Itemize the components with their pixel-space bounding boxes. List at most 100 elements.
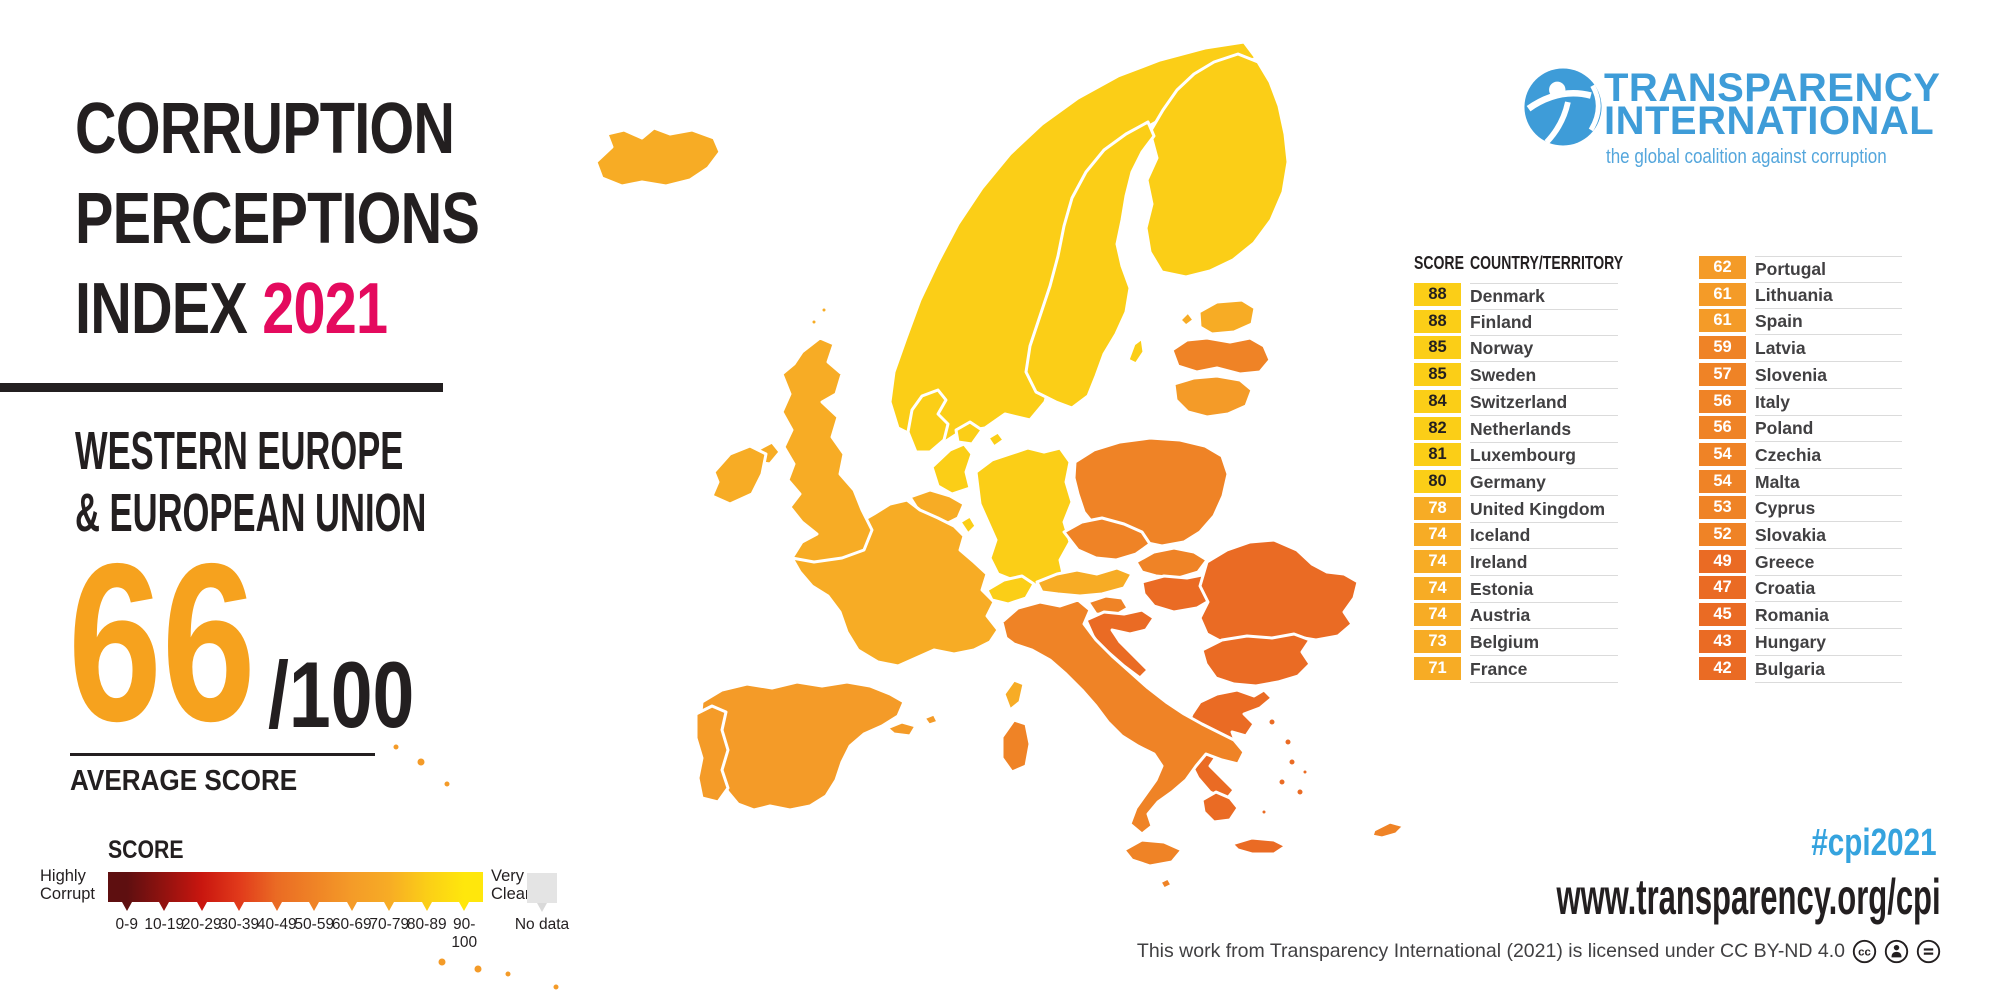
score-legend: SCORE Highly Corrupt Very Clean 0-9 10-19… (40, 836, 620, 960)
score-badge: 62 (1699, 256, 1746, 279)
legend-title: SCORE (108, 836, 184, 864)
table-row: 47 Croatia (1699, 576, 1959, 603)
table-header: SCORE COUNTRY/TERRITORY (1414, 253, 1623, 274)
table-row: 56 Poland (1699, 416, 1959, 443)
score-badge: 88 (1414, 283, 1461, 306)
score-badge: 53 (1699, 496, 1746, 520)
score-badge: 81 (1414, 443, 1461, 467)
title-line-3: INDEX 2021 (75, 264, 479, 354)
table-row: 59 Latvia (1699, 336, 1959, 363)
average-score-denominator: /100 (268, 642, 415, 747)
legend-tick (159, 902, 170, 911)
table-row: 61 Lithuania (1699, 282, 1959, 310)
score-badge: 59 (1699, 336, 1746, 360)
table-row: 74 Austria (1414, 603, 1674, 630)
country-label: Denmark (1470, 283, 1618, 310)
score-badge: 88 (1414, 309, 1461, 333)
legend-tick (459, 902, 470, 911)
country-label: Switzerland (1470, 390, 1618, 416)
cc-no-derivatives-icon (1916, 939, 1941, 964)
map-country-greece (1200, 790, 1240, 824)
map-country-united-kingdom (780, 336, 874, 564)
country-label: Sweden (1470, 363, 1618, 390)
legend-gradient-bar (108, 872, 483, 902)
website-url-link[interactable]: www.transparency.org/cpi (1556, 869, 1941, 925)
score-badge: 74 (1414, 550, 1461, 573)
legend-tick (421, 902, 432, 911)
map-country-czechia (1062, 516, 1152, 562)
table-row: 80 Germany (1414, 469, 1674, 497)
table-row: 85 Norway (1414, 336, 1674, 363)
legend-range-label: 70-79 (369, 916, 410, 933)
country-label: Iceland (1470, 523, 1618, 550)
map-country-ireland (710, 444, 768, 506)
map-country-germany (974, 446, 1074, 588)
average-score-rule (70, 753, 375, 756)
map-country-latvia (1170, 336, 1272, 376)
country-label: Poland (1755, 416, 1902, 443)
country-label: Spain (1755, 309, 1902, 336)
country-label: Belgium (1470, 630, 1618, 657)
map-country-luxembourg (958, 514, 978, 536)
legend-tick (196, 902, 207, 911)
score-badge: 74 (1414, 603, 1461, 627)
map-country-greece (1294, 786, 1306, 798)
region-line-2: & EUROPEAN UNION (75, 483, 427, 543)
map-country-malta (1158, 876, 1174, 891)
score-badge: 73 (1414, 630, 1461, 654)
table-row: 54 Czechia (1699, 442, 1959, 470)
table-row: 81 Luxembourg (1414, 443, 1674, 470)
globe-icon (1524, 68, 1602, 146)
country-label: Malta (1755, 470, 1902, 496)
map-country-portugal (441, 778, 453, 790)
table-row: 56 Italy (1699, 389, 1959, 417)
map-country-italy (1122, 838, 1184, 868)
table-row: 73 Belgium (1414, 630, 1674, 657)
map-country-iceland (594, 126, 722, 188)
map-country-estonia (1178, 310, 1196, 328)
legend-tick (346, 902, 357, 911)
map-country-denmark (954, 420, 984, 446)
table-row: 71 France (1414, 656, 1674, 684)
table-row: 82 Netherlands (1414, 416, 1674, 444)
map-country-lithuania (1172, 374, 1254, 419)
country-label: Hungary (1755, 630, 1902, 656)
region-line-1: WESTERN EUROPE (75, 421, 404, 481)
score-badge: 57 (1699, 362, 1746, 386)
legend-tick (234, 902, 245, 911)
country-label: Netherlands (1470, 417, 1618, 443)
map-country-greece (1282, 736, 1294, 748)
map-country-portugal (694, 704, 730, 804)
cc-attribution-icon (1884, 939, 1909, 964)
map-country-slovakia (1134, 546, 1209, 580)
map-country-greece (1259, 807, 1269, 817)
table-row: 42 Bulgaria (1699, 656, 1959, 684)
legend-range-label: 30-39 (219, 916, 260, 933)
map-country-france (1002, 678, 1026, 712)
map-country-romania (1198, 538, 1360, 644)
legend-tick (121, 902, 132, 911)
average-score-label: AVERAGE SCORE (70, 765, 298, 797)
table-row: 88 Denmark (1414, 283, 1674, 310)
map-country-sweden (1024, 120, 1156, 410)
score-badge: 71 (1414, 656, 1461, 680)
map-country-denmark (986, 430, 1006, 449)
country-label: Bulgaria (1755, 657, 1902, 683)
country-label: France (1470, 657, 1618, 683)
logo-tagline: the global coalition against corruption (1606, 146, 1887, 168)
logo-line-1: TRANSPARENCY (1604, 66, 1941, 110)
map-country-united-kingdom (819, 305, 829, 315)
table-row: 52 Slovakia (1699, 523, 1959, 550)
map-country-spain (502, 968, 514, 980)
country-label: Austria (1470, 603, 1618, 630)
hashtag-link[interactable]: #cpi2021 (1811, 822, 1937, 864)
country-label: Romania (1755, 603, 1902, 630)
country-label: Norway (1470, 336, 1618, 363)
map-country-poland (1072, 436, 1230, 548)
title-line-1: CORRUPTION (75, 89, 455, 169)
table-row: 78 United Kingdom (1414, 496, 1674, 524)
map-country-spain (435, 955, 449, 969)
legend-no-data-tick (537, 903, 547, 912)
country-label: United Kingdom (1470, 497, 1618, 523)
country-label: Czechia (1755, 443, 1902, 469)
